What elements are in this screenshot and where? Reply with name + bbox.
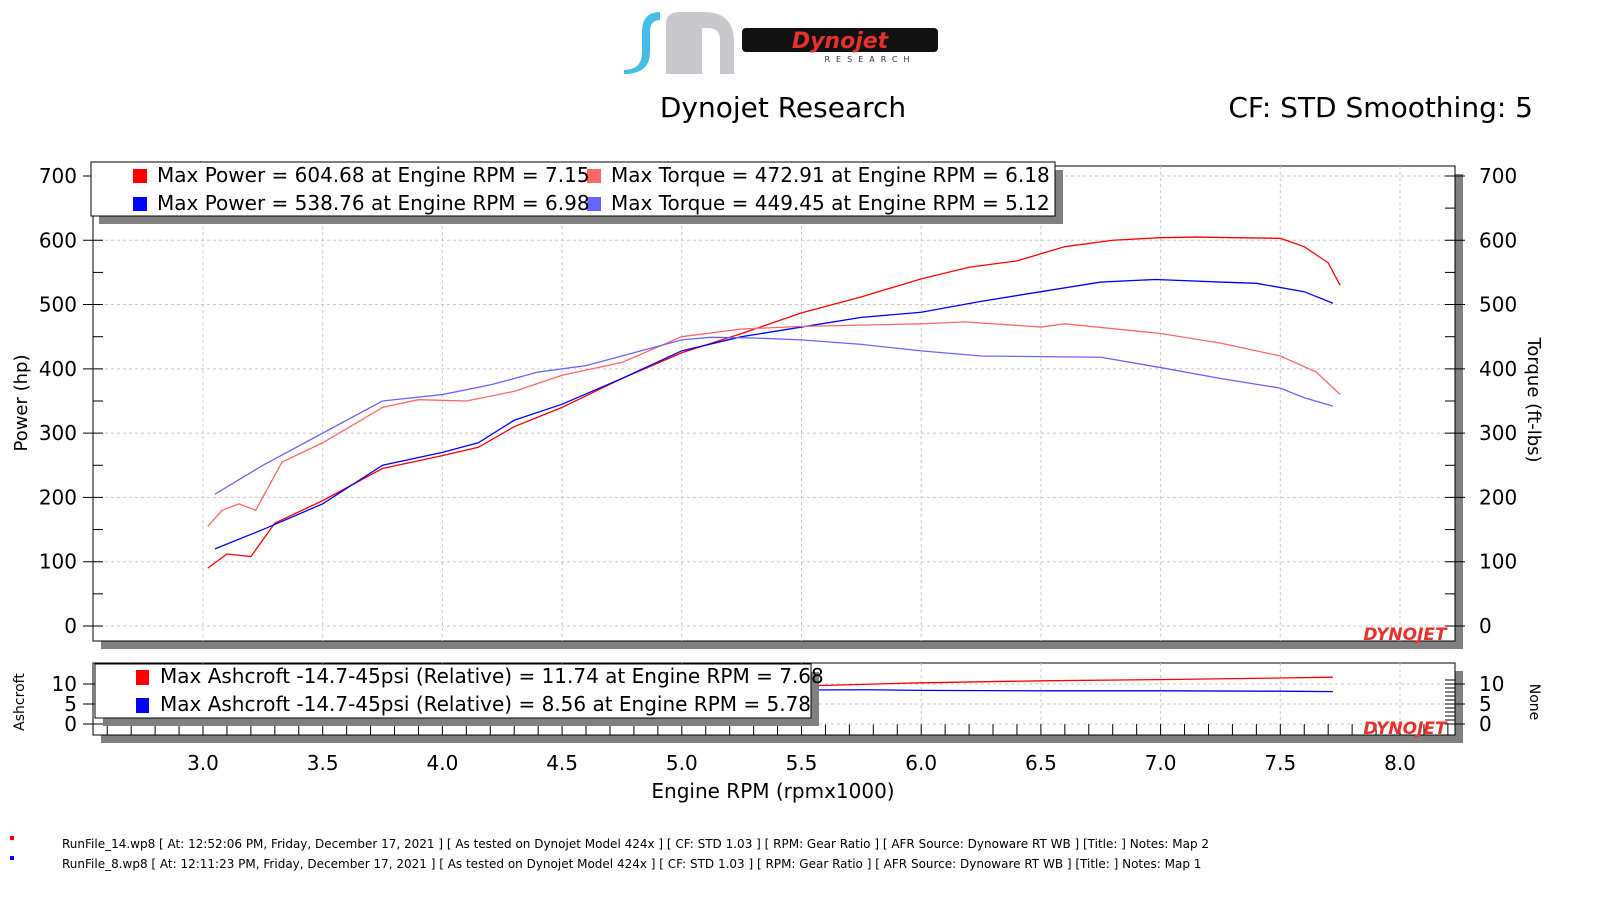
y-tick-label: 300 (39, 421, 77, 445)
y-tick-label-right-lower: 0 (1479, 712, 1492, 736)
y-tick-label: 0 (64, 614, 77, 638)
y-tick-label: 500 (39, 293, 77, 317)
chart-title: Dynojet Research (660, 91, 906, 124)
y-tick-label-right-lower: 5 (1479, 692, 1492, 716)
y-tick-label-right: 200 (1479, 485, 1517, 509)
power-curve-run8 (214, 278, 1334, 550)
run-info-8: RunFile_8.wp8 [ At: 12:11:23 PM, Friday,… (62, 857, 1202, 871)
x-tick-label: 5.5 (786, 751, 818, 775)
x-tick-label: 6.5 (1025, 751, 1057, 775)
torque-curve-run14 (207, 321, 1341, 527)
legend-swatch-torque-8 (587, 197, 601, 211)
legend-swatch-torque-14 (587, 169, 601, 183)
legend-max-power-14: Max Power = 604.68 at Engine RPM = 7.15 (157, 163, 590, 187)
x-tick-label: 6.0 (905, 751, 937, 775)
y-tick-label: 600 (39, 228, 77, 252)
run-info-14: RunFile_14.wp8 [ At: 12:52:06 PM, Friday… (62, 837, 1210, 851)
torque-curve-run8 (214, 336, 1334, 495)
y-tick-label-lower: 0 (64, 712, 77, 736)
y-tick-label-right: 600 (1479, 228, 1517, 252)
svg-text:Dynojet: Dynojet (792, 29, 890, 54)
legend-max-torque-8: Max Torque = 449.45 at Engine RPM = 5.12 (611, 191, 1050, 215)
power-curve-run14 (207, 236, 1341, 569)
legend-swatch-power-14 (133, 169, 147, 183)
dynojet-logo: Dynojet RESEARCH (742, 28, 938, 64)
y-tick-label-right: 300 (1479, 421, 1517, 445)
cf-smoothing-info: CF: STD Smoothing: 5 (1228, 91, 1533, 124)
y-tick-label: 200 (39, 485, 77, 509)
y-tick-label-right: 0 (1479, 614, 1492, 638)
x-tick-label: 5.0 (666, 751, 698, 775)
legend-max-ashcroft-8: Max Ashcroft -14.7-45psi (Relative) = 8.… (160, 692, 811, 716)
x-tick-label: 4.5 (546, 751, 578, 775)
y-axis-label-power: Power (hp) (11, 354, 32, 451)
x-tick-label: 7.0 (1145, 751, 1177, 775)
run8-marker (10, 856, 14, 860)
power-plot-area (92, 165, 1456, 642)
y-tick-label-lower: 5 (64, 692, 77, 716)
dynojet-watermark-lower: DYNOJET (1363, 719, 1448, 739)
y-tick-label: 700 (39, 164, 77, 188)
x-tick-label: 7.5 (1264, 751, 1296, 775)
x-tick-label: 8.0 (1384, 751, 1416, 775)
power-legend (90, 161, 1056, 217)
y-tick-label-right: 100 (1479, 550, 1517, 574)
y-axis-label-ashcroft: Ashcroft (12, 673, 28, 731)
x-tick-label: 4.0 (426, 751, 458, 775)
legend-swatch-ashcroft-8 (136, 698, 149, 713)
legend-swatch-power-8 (133, 197, 147, 211)
dynojet-watermark: DYNOJET (1363, 625, 1448, 645)
x-axis-label: Engine RPM (rpmx1000) (651, 779, 894, 803)
y-tick-label-right: 700 (1479, 164, 1517, 188)
y-tick-label-right: 400 (1479, 357, 1517, 381)
y-tick-label: 100 (39, 550, 77, 574)
y-axis-label-torque: Torque (ft-lbs) (1523, 336, 1544, 462)
x-tick-label: 3.5 (307, 751, 339, 775)
ashcroft-legend (94, 663, 812, 719)
y-tick-label: 400 (39, 357, 77, 381)
run14-marker (10, 836, 14, 840)
svg-text:RESEARCH: RESEARCH (825, 55, 916, 64)
legend-max-torque-14: Max Torque = 472.91 at Engine RPM = 6.18 (611, 163, 1050, 187)
y-tick-label-right-lower: 10 (1479, 672, 1504, 696)
y-axis-label-none: None (1526, 684, 1542, 721)
legend-swatch-ashcroft-14 (136, 670, 149, 685)
y-tick-label-right: 500 (1479, 293, 1517, 317)
sm-logo (624, 12, 734, 74)
x-tick-label: 3.0 (187, 751, 219, 775)
legend-max-ashcroft-14: Max Ashcroft -14.7-45psi (Relative) = 11… (160, 664, 824, 688)
y-tick-label-lower: 10 (52, 672, 77, 696)
legend-max-power-8: Max Power = 538.76 at Engine RPM = 6.98 (157, 191, 590, 215)
